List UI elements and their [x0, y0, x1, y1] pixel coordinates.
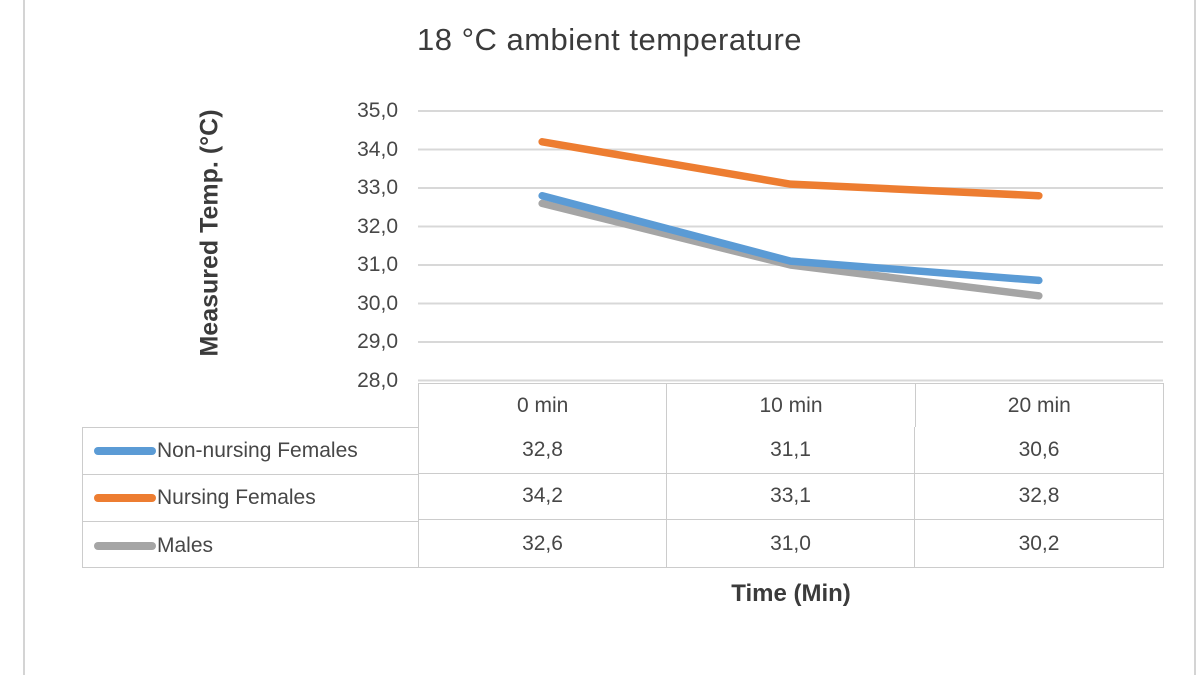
legend-key-line-icon [94, 541, 156, 550]
y-tick-label: 34,0 [357, 137, 398, 161]
y-tick-label: 29,0 [357, 330, 398, 353]
series-line-males [538, 199, 1043, 300]
y-tick-label: 32,0 [357, 214, 398, 238]
x-axis-title: Time (Min) [731, 580, 851, 607]
legend-item: Males [83, 522, 418, 569]
data-table-values: 32,8 31,1 30,6 34,2 33,1 32,8 32,6 31,0 30,2 [418, 427, 1164, 568]
legend-item: Nursing Females [83, 475, 418, 522]
table-header-cell: 20 min [1007, 393, 1071, 417]
table-value-cell: 31,0 [667, 520, 915, 567]
y-tick-label: 28,0 [357, 368, 398, 392]
table-value-cell: 30,2 [1018, 531, 1060, 555]
table-value-cell: 34,2 [419, 473, 667, 521]
table-value-cell: 31,1 [667, 427, 915, 474]
legend-key-line-icon [94, 494, 156, 502]
table-header-cell: 10 min [667, 384, 916, 427]
legend-label: Nursing Females [157, 486, 316, 509]
right-cell-border [1194, 0, 1196, 675]
legend-label: Non-nursing Females [157, 439, 358, 462]
data-table-header-row: 0 min 10 min 20 min [418, 383, 1164, 428]
left-cell-border [23, 0, 25, 675]
legend-column: Non-nursing Females Nursing Females Males [82, 427, 419, 568]
table-value-cell: 32,6 [419, 520, 667, 567]
series-line-nursing-females [538, 138, 1043, 200]
y-tick-label: 35,0 [357, 99, 398, 122]
y-tick-label: 30,0 [357, 291, 398, 315]
table-value-cell: 33,1 [667, 473, 915, 521]
legend-label: Males [157, 533, 214, 557]
table-value-cell: 32,8 [419, 427, 667, 474]
legend-item: Non-nursing Females [83, 428, 418, 475]
y-tick-label: 31,0 [357, 253, 398, 276]
y-tick-label: 33,0 [357, 176, 398, 199]
table-header-cell: 0 min [419, 384, 668, 427]
table-value-cell: 32,8 [915, 474, 1163, 521]
series-line-non-nursing-females [538, 191, 1043, 285]
chart-title: 18 °C ambient temperature [416, 22, 803, 57]
legend-key-line-icon [94, 447, 156, 455]
table-value-cell: 30,6 [915, 427, 1163, 474]
